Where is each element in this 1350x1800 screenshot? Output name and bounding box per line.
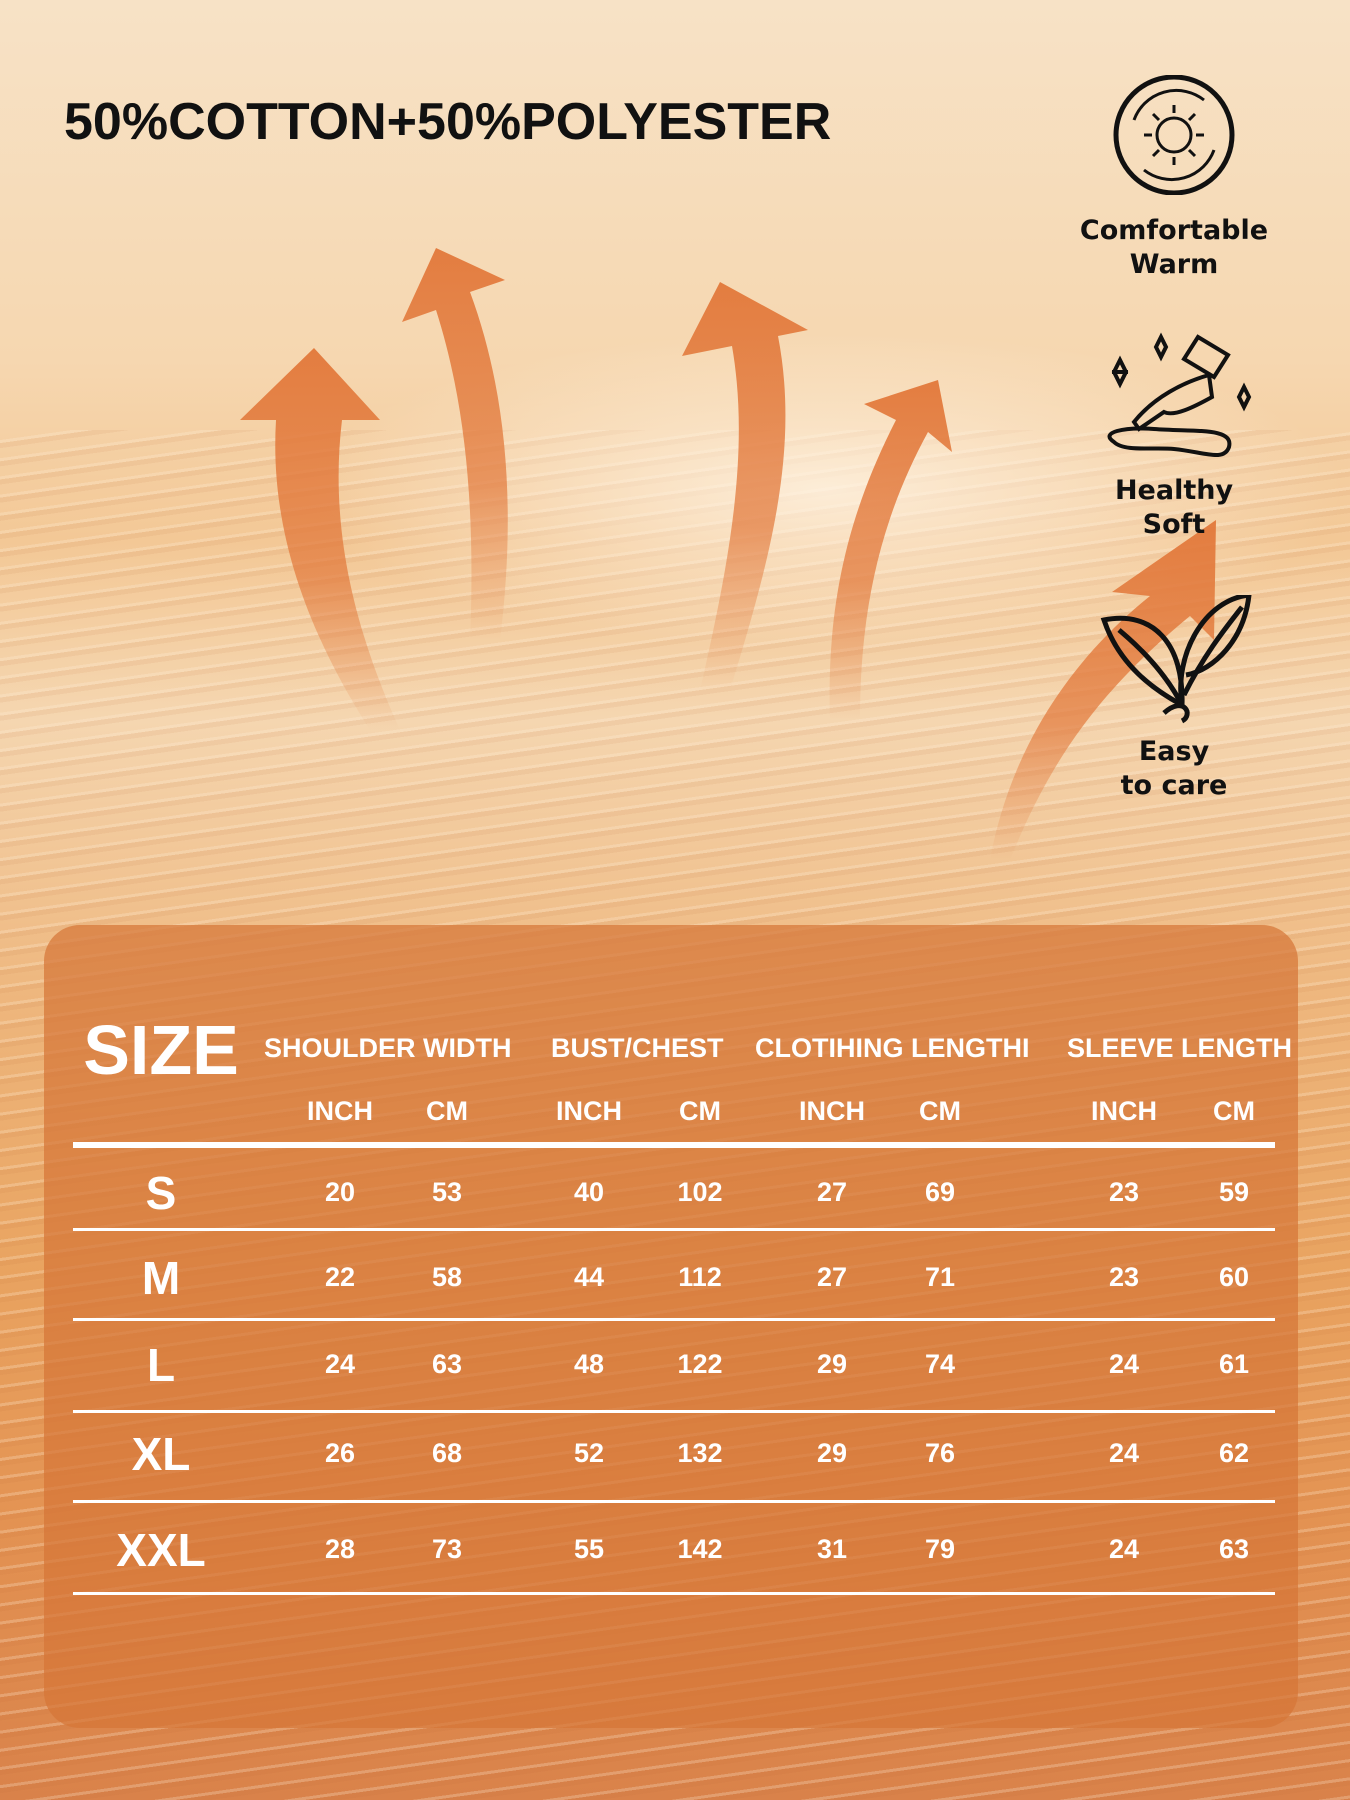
- measurement-cell: 53: [431, 1177, 463, 1207]
- measurement-cell: 24: [1108, 1438, 1140, 1468]
- measurement-cell: 31: [816, 1534, 848, 1564]
- sun-cycle-icon: [1113, 75, 1235, 195]
- measurement-cell: 62: [1218, 1438, 1250, 1468]
- measurement-cell: 20: [324, 1177, 356, 1207]
- size-label: S: [145, 1167, 177, 1219]
- measurement-cell: 26: [324, 1438, 356, 1468]
- size-label: M: [141, 1252, 181, 1304]
- measurement-cell: 69: [924, 1177, 956, 1207]
- row-divider: [73, 1592, 1275, 1595]
- measurement-cell: 132: [677, 1438, 723, 1468]
- row-divider: [73, 1318, 1275, 1321]
- unit-header: CM: [1213, 1096, 1255, 1126]
- measurement-cell: 71: [924, 1262, 956, 1292]
- fabric-composition-title: 50%COTTON+50%POLYESTER: [64, 93, 832, 151]
- column-group-header: SLEEVE LENGTH: [1067, 1033, 1293, 1063]
- size-label: XL: [131, 1428, 191, 1480]
- measurement-cell: 79: [924, 1534, 956, 1564]
- measurement-cell: 55: [573, 1534, 605, 1564]
- measurement-cell: 112: [678, 1262, 722, 1292]
- measurement-cell: 27: [816, 1177, 848, 1207]
- size-header: SIZE: [83, 1011, 239, 1089]
- feature-comfortable-warm: Comfortable Warm: [1074, 214, 1274, 282]
- arrow-icon: [829, 380, 952, 720]
- measurement-cell: 63: [1218, 1534, 1250, 1564]
- unit-header: CM: [919, 1096, 961, 1126]
- measurement-cell: 73: [431, 1534, 463, 1564]
- feature-label: Warm: [1129, 249, 1219, 280]
- size-label: XXL: [116, 1524, 206, 1576]
- column-group-header: SHOULDER WIDTH: [264, 1033, 512, 1063]
- measurement-cell: 76: [924, 1438, 956, 1468]
- measurement-cell: 68: [431, 1438, 463, 1468]
- arrow-icon: [990, 520, 1216, 860]
- heat-arrows: [240, 248, 1216, 860]
- arrow-icon: [240, 348, 400, 730]
- arrow-icon: [682, 282, 808, 690]
- unit-header: INCH: [799, 1096, 865, 1126]
- measurement-cell: 102: [677, 1177, 723, 1207]
- column-group-header: CLOTIHING LENGTHI: [755, 1033, 1030, 1063]
- feature-label: to care: [1120, 770, 1228, 801]
- measurement-cell: 22: [324, 1262, 356, 1292]
- column-group-header: BUST/CHEST: [551, 1033, 724, 1063]
- measurement-cell: 44: [573, 1262, 605, 1292]
- measurement-cell: 24: [324, 1349, 356, 1379]
- row-divider: [73, 1228, 1275, 1231]
- measurement-cell: 29: [816, 1349, 848, 1379]
- measurement-cell: 61: [1218, 1349, 1250, 1379]
- measurement-cell: 48: [573, 1349, 605, 1379]
- measurement-cell: 122: [677, 1349, 723, 1379]
- measurement-cell: 60: [1218, 1262, 1250, 1292]
- measurement-cell: 28: [324, 1534, 356, 1564]
- measurement-cell: 59: [1218, 1177, 1250, 1207]
- size-label: L: [146, 1339, 176, 1391]
- unit-header: INCH: [307, 1096, 373, 1126]
- feature-label: Easy: [1138, 736, 1210, 767]
- measurement-cell: 52: [573, 1438, 605, 1468]
- leaf-icon: [1100, 595, 1252, 724]
- measurement-cell: 23: [1108, 1177, 1140, 1207]
- measurement-cell: 23: [1108, 1262, 1140, 1292]
- unit-header: INCH: [556, 1096, 622, 1126]
- feature-healthy-soft: Healthy Soft: [1074, 474, 1274, 542]
- measurement-cell: 27: [816, 1262, 848, 1292]
- measurement-cell: 74: [924, 1349, 956, 1379]
- feature-label: Comfortable: [1079, 215, 1269, 246]
- measurement-cell: 24: [1108, 1534, 1140, 1564]
- measurement-cell: 40: [573, 1177, 605, 1207]
- measurement-cell: 24: [1108, 1349, 1140, 1379]
- hand-sparkle-icon: [1107, 332, 1252, 457]
- measurement-cell: 58: [431, 1262, 463, 1292]
- row-divider: [73, 1410, 1275, 1413]
- feature-label: Soft: [1142, 509, 1206, 540]
- unit-header: CM: [679, 1096, 721, 1126]
- row-divider: [73, 1500, 1275, 1503]
- arrow-icon: [402, 248, 508, 640]
- unit-header: CM: [426, 1096, 468, 1126]
- unit-header: INCH: [1091, 1096, 1157, 1126]
- measurement-cell: 142: [677, 1534, 723, 1564]
- feature-easy-care: Easy to care: [1074, 735, 1274, 803]
- measurement-cell: 29: [816, 1438, 848, 1468]
- feature-label: Healthy: [1114, 475, 1234, 506]
- measurement-cell: 63: [431, 1349, 463, 1379]
- row-divider: [73, 1142, 1275, 1148]
